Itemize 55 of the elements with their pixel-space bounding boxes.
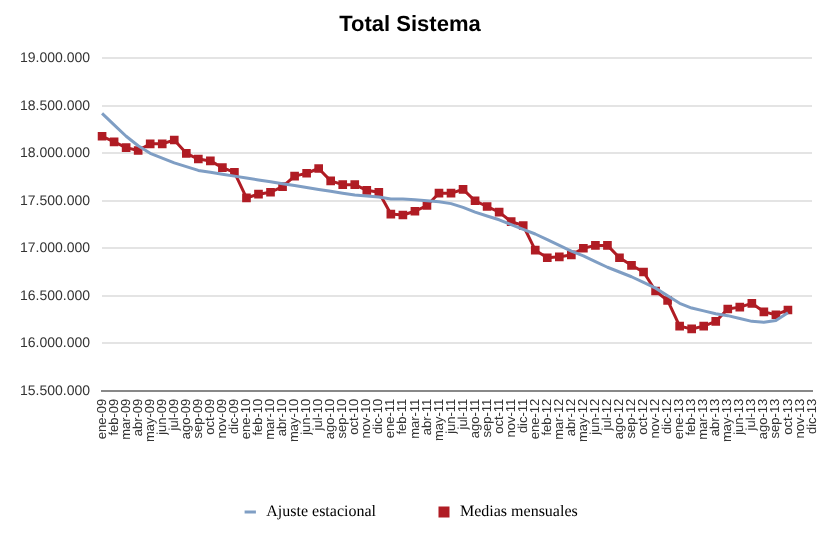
legend-label: Medias mensuales [460,502,578,521]
point [398,210,408,220]
point [350,180,360,189]
point [579,243,588,253]
point [121,143,131,152]
point [133,146,143,155]
point [242,193,251,203]
point [603,241,612,250]
point [771,310,781,320]
point [554,252,564,262]
point [747,298,757,308]
point [663,296,672,305]
point [290,171,299,181]
point [157,139,167,149]
point [422,201,432,210]
point [446,188,456,198]
point [302,168,311,178]
point [218,163,227,172]
point [326,176,336,186]
point [458,185,468,194]
point [482,202,492,211]
point [494,207,504,217]
point [530,245,540,255]
point [266,187,275,197]
chart-title: Total Sistema [339,13,483,38]
point [699,321,709,331]
point [181,149,191,158]
point [687,324,696,334]
point [639,267,648,277]
point [518,221,528,230]
point [386,209,396,219]
point [591,241,600,250]
legend-label: Ajuste estacional [266,502,378,521]
point [109,137,119,147]
point [759,307,769,317]
point [254,189,263,199]
point [627,261,636,270]
point [542,253,552,263]
point [338,180,348,189]
point [97,131,107,141]
point [206,156,215,166]
point [711,317,721,326]
point [362,186,372,195]
point [145,139,155,149]
point [314,164,323,173]
point [723,304,733,314]
point [374,187,384,197]
point [410,206,420,216]
point [470,196,480,206]
point [735,302,745,312]
point [169,135,179,145]
point [675,321,684,331]
point [194,154,203,164]
point [434,188,444,198]
point [615,253,624,263]
